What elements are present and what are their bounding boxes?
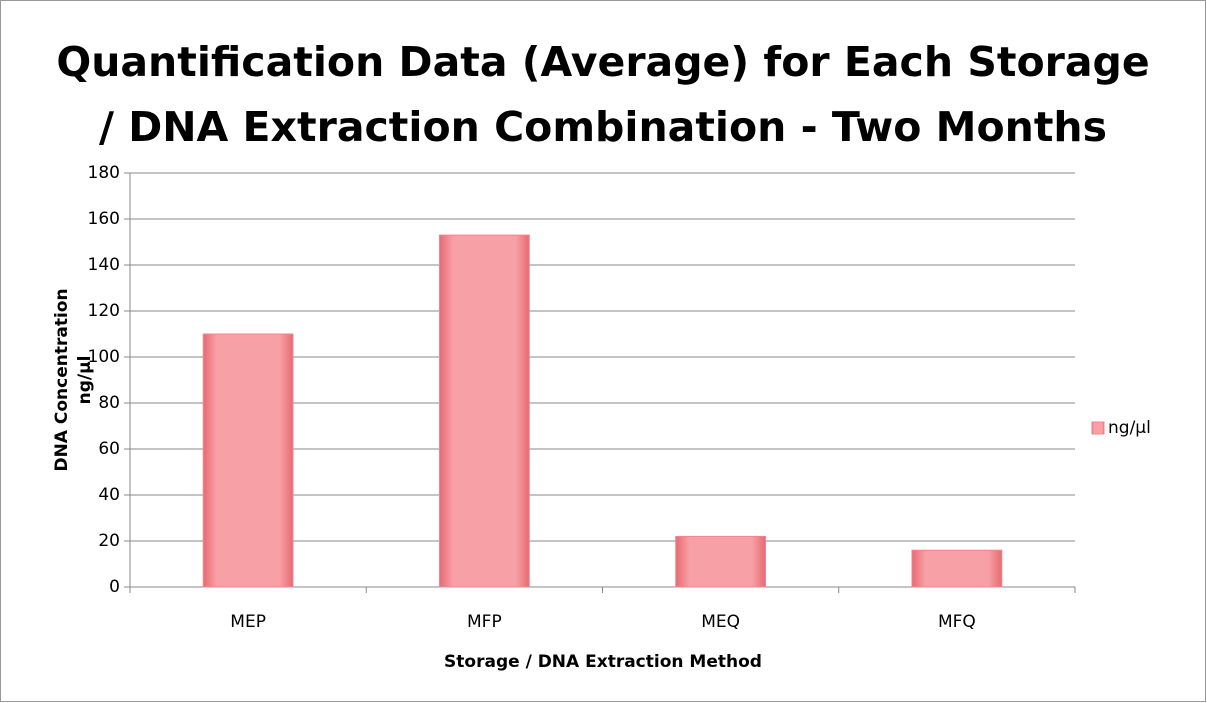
x-tick-label: MEQ xyxy=(701,612,740,632)
x-tick-label: MFP xyxy=(467,612,502,632)
y-tick-label: 80 xyxy=(98,393,120,413)
y-axis-label: DNA Concentration xyxy=(52,288,72,471)
y-tick-label: 0 xyxy=(109,577,120,597)
bar xyxy=(675,535,767,588)
y-tick-label: 60 xyxy=(98,439,120,459)
y-tick-label: 160 xyxy=(88,209,120,229)
y-tick-label: 140 xyxy=(88,255,120,275)
y-tick-label: 40 xyxy=(98,485,120,505)
x-tick-label: MFQ xyxy=(938,612,976,632)
y-tick-label: 100 xyxy=(88,347,120,367)
legend-swatch xyxy=(1091,421,1105,435)
y-tick-label: 180 xyxy=(88,163,120,183)
x-axis-label: Storage / DNA Extraction Method xyxy=(444,652,762,672)
chart-title: Quantification Data (Average) for Each S… xyxy=(56,38,1149,86)
legend-label: ng/µl xyxy=(1108,418,1151,438)
bar xyxy=(438,234,530,588)
x-tick-label: MEP xyxy=(230,612,266,632)
y-tick-label: 20 xyxy=(98,531,120,551)
y-axis-label: ng/µl xyxy=(75,356,95,405)
bar xyxy=(202,333,294,588)
y-tick-label: 120 xyxy=(88,301,120,321)
bar xyxy=(911,549,1003,588)
chart-title: / DNA Extraction Combination - Two Month… xyxy=(99,103,1107,151)
